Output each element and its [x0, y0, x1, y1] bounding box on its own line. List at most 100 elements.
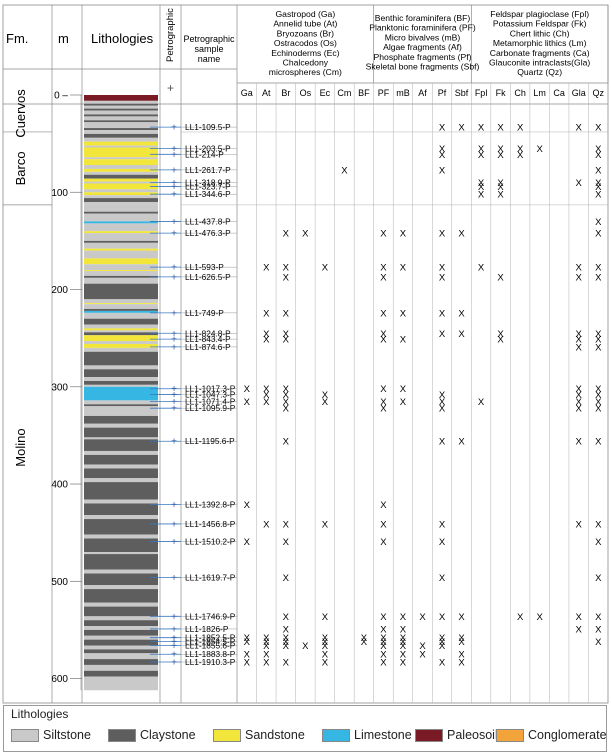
mark-ga: X: [244, 658, 251, 669]
sample-name: LL1-1619.7-P: [185, 572, 236, 582]
sample-plus: +: [171, 329, 177, 340]
bed-claystone: [84, 380, 158, 385]
mark-fpl: X: [478, 397, 485, 408]
sample-plus: +: [171, 150, 177, 161]
mark-fpl: X: [478, 144, 485, 155]
mark-pf: X: [439, 633, 446, 644]
sample-name: LL1-1017.3-P: [185, 384, 236, 394]
mark-pf: X: [380, 335, 387, 346]
sample-name: LL1-1826-P: [185, 624, 229, 634]
mark-br: X: [283, 624, 290, 635]
mark-ec: X: [322, 390, 329, 401]
mark-gla: X: [576, 123, 583, 134]
sample-row: + LL1-1071.4-P X X X X X X X X X X: [150, 396, 602, 408]
bed-siltstone: [84, 195, 158, 199]
sample-row: + LL1-1852.5-P X X X X X X X X X: [150, 633, 465, 644]
column-abbrev-fk: Fk: [496, 88, 506, 98]
group1-entry: microspheres (Cm): [269, 67, 342, 77]
sample-plus: +: [171, 658, 177, 669]
petrographic-header: Petrographic: [165, 8, 176, 62]
group2-entry: Algae fragments (Af): [383, 42, 462, 52]
mark-pf: X: [439, 123, 446, 134]
legend-item-limestone: Limestone: [322, 727, 412, 743]
sample-plus: +: [171, 229, 177, 240]
bed-siltstone: [84, 181, 158, 184]
mark-fk: X: [497, 329, 504, 340]
mark-at: X: [263, 397, 270, 408]
lithologies-header: Lithologies: [91, 31, 154, 46]
sample-plus: +: [171, 624, 177, 635]
sample-row: + LL1-261.7-P X X X: [150, 165, 602, 176]
mark-pf: X: [380, 263, 387, 274]
mark-ec: X: [322, 397, 329, 408]
sample-plus: +: [171, 537, 177, 548]
sample-row: + LL1-749-P X X X X X X: [150, 308, 465, 319]
bed-sandstone: [84, 141, 158, 146]
column-abbrev-gla: Gla: [572, 88, 586, 98]
mark-gla: X: [576, 390, 583, 401]
mark-pf: X: [439, 150, 446, 161]
axis-tick-label: 400: [51, 480, 68, 491]
mark-br: X: [283, 641, 290, 652]
mark-br: X: [283, 335, 290, 346]
bed-siltstone: [84, 478, 158, 483]
mark-ec: X: [322, 519, 329, 530]
mark-pf: X: [439, 329, 446, 340]
siltstone-swatch: [11, 728, 39, 742]
bed-claystone: [84, 174, 158, 179]
mark-br: X: [283, 272, 290, 283]
mark-gla: X: [576, 404, 583, 415]
formation-label-cuervos: Cuervos: [13, 89, 28, 138]
mark-bf: X: [361, 637, 368, 648]
mark-gla: X: [576, 178, 583, 189]
sample-name: LL1-214-P: [185, 149, 224, 159]
bed-claystone: [84, 128, 158, 131]
bed-limestone: [84, 386, 158, 401]
sample-row: + LL1-1510.2-P X X X X X: [150, 536, 602, 548]
sample-name: LL1-1456.8-P: [185, 519, 236, 529]
sample-name: LL1-1392.8-P: [185, 499, 236, 509]
sample-name: LL1-261.7-P: [185, 165, 231, 175]
mark-mb: X: [400, 641, 407, 652]
group1-entry: Ostracodos (Os): [274, 38, 337, 48]
column-abbrev-ec: Ec: [320, 88, 331, 98]
bed-siltstone: [84, 204, 158, 212]
mark-br: X: [283, 229, 290, 240]
mark-qz: X: [595, 272, 602, 283]
group2-entry: Planktonic foraminifera (PF): [369, 23, 476, 33]
mark-pf: X: [439, 658, 446, 669]
bed-claystone: [84, 240, 158, 243]
column-abbrev-af: Af: [418, 88, 427, 98]
sample-name-header: Petrographic: [183, 34, 235, 44]
bed-siltstone: [84, 400, 158, 405]
bed-claystone: [84, 114, 158, 117]
sample-row: + LL1-214-P X X X X X: [150, 149, 602, 161]
mark-br: X: [283, 390, 290, 401]
formation-labels: Cuervos Barco Molino: [13, 89, 28, 467]
bed-siltstone: [84, 515, 158, 520]
axis-tick-label: 600: [51, 674, 68, 685]
bed-claystone: [84, 439, 158, 451]
sample-name: LL1-1071.4-P: [185, 396, 236, 406]
bed-sandstone: [84, 168, 158, 172]
mark-mb: X: [400, 633, 407, 644]
sample-plus: +: [171, 308, 177, 319]
sample-plus: +: [171, 178, 177, 189]
mark-af: X: [419, 612, 426, 623]
bed-siltstone: [84, 122, 158, 129]
sample-row: + LL1-1456.8-P X X X X X X X: [150, 519, 602, 530]
mark-at: X: [263, 658, 270, 669]
sample-plus: +: [171, 633, 177, 644]
mark-sbf: X: [458, 123, 465, 134]
sample-name: LL1-1195.6-P: [185, 436, 235, 446]
sample-name: LL1-1746.9-P: [185, 611, 236, 621]
group3-entry: Metamorphic lithics (Lm): [493, 38, 587, 48]
bed-siltstone: [84, 233, 158, 241]
mark-fk: X: [497, 335, 504, 346]
bed-limestone: [84, 221, 158, 224]
legend-label-limestone: Limestone: [354, 728, 412, 742]
mark-pf: X: [380, 537, 387, 548]
bed-sandstone: [84, 258, 158, 265]
bed-claystone: [84, 108, 158, 111]
bed-sandstone: [84, 192, 158, 196]
